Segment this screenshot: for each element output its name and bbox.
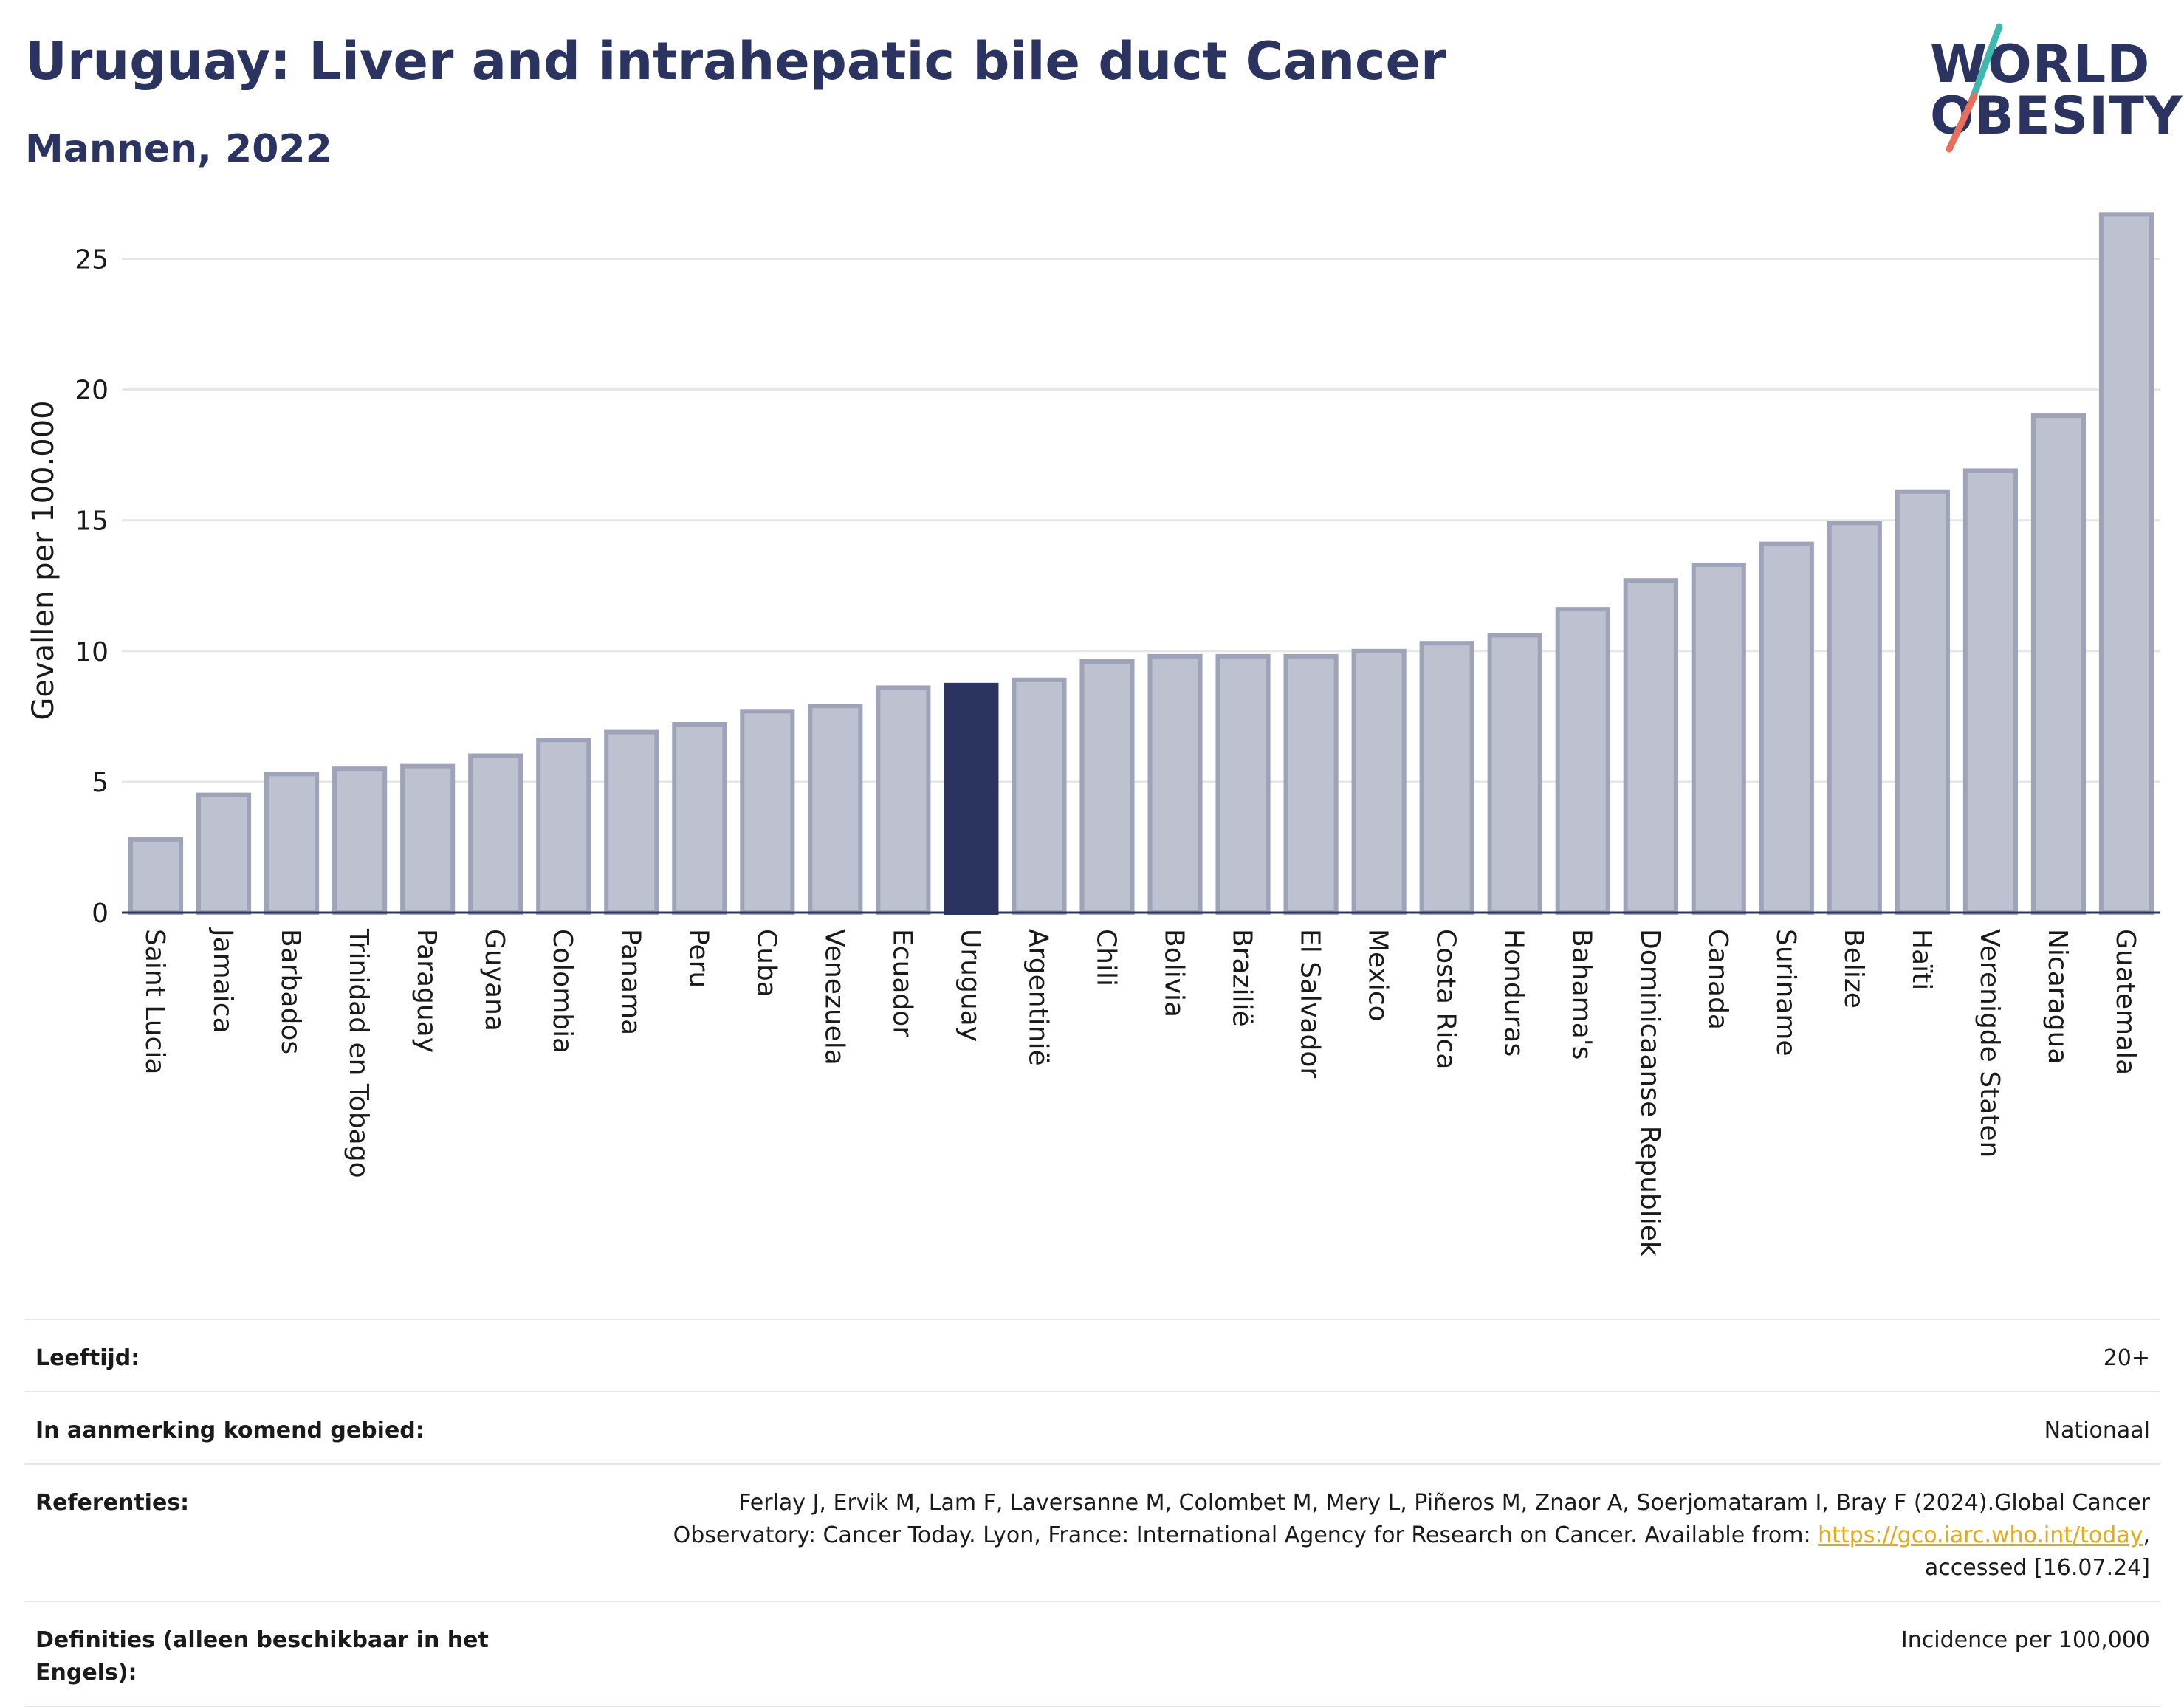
y-tick-label: 15 — [75, 506, 109, 537]
x-tick-label: Belize — [1838, 929, 1869, 1009]
bar-suriname — [1759, 541, 1814, 915]
info-row-area: In aanmerking komend gebied: Nationaal — [25, 1391, 2160, 1463]
x-axis-labels: Saint Lucia Jamaica Barbados Trinidad en To… — [140, 927, 2140, 1257]
bar-verenigde-staten — [1962, 468, 2018, 915]
bar-peru — [672, 721, 727, 915]
info-row-references: Referenties: Ferlay J, Ervik M, Lam F, L… — [25, 1463, 2160, 1601]
info-value: 20+ — [2103, 1345, 2150, 1371]
bar-bolivia — [1147, 653, 1203, 915]
bar-argentini- — [1012, 677, 1067, 916]
bar-costa-rica — [1419, 641, 1474, 916]
x-tick-label: Costa Rica — [1431, 929, 1461, 1069]
bar-trinidad-en-tobago — [332, 766, 388, 915]
info-value: Ferlay J, Ervik M, Lam F, Laversanne M, … — [600, 1487, 2150, 1584]
info-value: Nationaal — [2044, 1418, 2150, 1443]
x-tick-label: Dominicaanse Republiek — [1635, 929, 1665, 1257]
bar-venezuela — [808, 704, 863, 915]
y-tick-label: 5 — [92, 768, 109, 798]
x-tick-label: Argentinië — [1023, 929, 1053, 1066]
reference-text: Ferlay J, Ervik M, Lam F, Laversanne M, … — [673, 1490, 2150, 1548]
info-table: Leeftijd: 20+ In aanmerking komend gebie… — [25, 1319, 2160, 1707]
bar-chili — [1079, 659, 1135, 916]
x-tick-label: Peru — [683, 929, 713, 988]
x-tick-label: Paraguay — [411, 929, 442, 1053]
bar-ha-ti — [1895, 489, 1950, 915]
grid-lines — [122, 258, 2160, 783]
x-tick-label: Bolivia — [1159, 929, 1189, 1017]
info-label: Referenties: — [35, 1490, 190, 1516]
bar-saint-lucia — [128, 837, 184, 916]
y-tick-label: 20 — [75, 376, 109, 406]
y-tick-label: 25 — [75, 245, 109, 275]
x-tick-label: Trinidad en Tobago — [343, 928, 374, 1178]
x-tick-label: Panama — [615, 929, 645, 1035]
bar-brazili- — [1215, 653, 1271, 915]
world-obesity-logo: WORLD OBESITY — [1920, 22, 2183, 155]
bar-guatemala — [2098, 212, 2154, 915]
logo-line-1: WORLD — [1930, 34, 2151, 95]
info-label: In aanmerking komend gebied: — [35, 1418, 425, 1443]
bar-honduras — [1487, 633, 1542, 915]
bar-nicaragua — [2030, 413, 2087, 915]
bar-canada — [1691, 562, 1746, 915]
x-tick-label: Guyana — [479, 929, 509, 1031]
x-tick-label: Haïti — [1906, 929, 1937, 990]
reference-link[interactable]: https://gco.iarc.who.int/today — [1818, 1522, 2143, 1548]
reference-accessed: , accessed [16.07.24] — [1924, 1522, 2150, 1581]
x-tick-label: Saint Lucia — [140, 929, 170, 1074]
x-tick-label: Nicaragua — [2042, 929, 2073, 1064]
x-tick-label: Verenigde Staten — [1974, 929, 2005, 1158]
bar-uruguay — [944, 682, 999, 915]
x-tick-label: Suriname — [1771, 929, 1801, 1057]
x-tick-label: Canada — [1703, 929, 1733, 1030]
y-axis-label: Gevallen per 100.000 — [27, 400, 61, 720]
chart-subtitle: Mannen, 2022 — [25, 127, 332, 171]
bar-cuba — [740, 709, 795, 916]
info-row-age: Leeftijd: 20+ — [25, 1319, 2160, 1391]
x-tick-label: Jamaica — [207, 927, 238, 1034]
bar-colombia — [536, 738, 591, 915]
y-tick-label: 0 — [92, 899, 109, 929]
bar-barbados — [264, 772, 320, 916]
y-axis-ticks: 0 5 10 15 20 25 — [75, 245, 109, 929]
bars — [128, 212, 2154, 916]
x-tick-label: Colombia — [547, 929, 577, 1054]
x-tick-label: Cuba — [751, 929, 781, 997]
info-value: Incidence per 100,000 — [1900, 1627, 2150, 1653]
bar-mexico — [1351, 648, 1407, 915]
info-label: Leeftijd: — [35, 1345, 140, 1371]
info-row-definitions: Definities (alleen beschikbaar in het En… — [25, 1601, 2160, 1707]
bar-guyana — [468, 753, 523, 915]
x-tick-label: Barbados — [275, 929, 306, 1054]
logo-slash-icon — [1946, 23, 2003, 153]
x-tick-label: Honduras — [1499, 929, 1529, 1057]
info-label: Definities (alleen beschikbaar in het En… — [35, 1627, 489, 1686]
x-tick-label: Bahama's — [1567, 929, 1597, 1059]
x-tick-label: Guatemala — [2110, 929, 2140, 1075]
x-tick-label: Uruguay — [955, 929, 985, 1042]
bar-ecuador — [876, 685, 931, 915]
bar-belize — [1827, 521, 1882, 915]
bar-dominicaanse-republiek — [1623, 578, 1678, 915]
y-tick-label: 10 — [75, 637, 109, 667]
x-tick-label: Chili — [1091, 929, 1121, 986]
bar-bahama-s — [1555, 607, 1610, 916]
chart-title: Uruguay: Liver and intrahepatic bile duc… — [25, 31, 1446, 92]
x-tick-label: Venezuela — [819, 929, 849, 1065]
bar-jamaica — [196, 792, 252, 915]
bar-panama — [604, 729, 659, 916]
x-tick-label: El Salvador — [1295, 929, 1325, 1078]
bar-paraguay — [400, 763, 456, 916]
x-tick-label: Brazilië — [1227, 929, 1257, 1027]
x-tick-label: Mexico — [1363, 929, 1393, 1022]
bar-chart: 0 5 10 15 20 25 Saint Lucia Jamaica Barbados Tri… — [27, 212, 2160, 1257]
bar-el-salvador — [1283, 653, 1339, 915]
x-tick-label: Ecuador — [887, 929, 917, 1037]
